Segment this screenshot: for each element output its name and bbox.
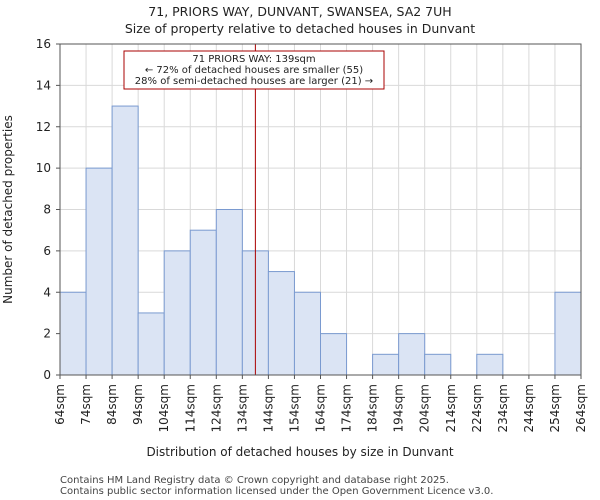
x-tick-label: 154sqm xyxy=(287,384,301,432)
histogram-bar xyxy=(476,353,504,376)
x-tick-label: 234sqm xyxy=(496,384,510,432)
histogram-bar xyxy=(137,312,165,376)
y-tick-label: 4 xyxy=(43,285,51,299)
x-tick-label: 144sqm xyxy=(261,384,275,432)
x-tick-label: 74sqm xyxy=(79,384,93,425)
histogram-bar xyxy=(293,291,322,376)
x-tick-label: 94sqm xyxy=(131,384,145,425)
histogram-bar xyxy=(59,291,87,376)
x-tick-label: 84sqm xyxy=(105,384,119,425)
x-tick-label: 164sqm xyxy=(314,384,328,432)
histogram-bar xyxy=(320,333,348,376)
chart-subtitle: Size of property relative to detached ho… xyxy=(125,21,475,36)
x-tick-label: 114sqm xyxy=(183,384,197,432)
annotation-line-2: ← 72% of detached houses are smaller (55… xyxy=(145,65,363,76)
x-tick-label: 264sqm xyxy=(574,384,588,432)
histogram-bar xyxy=(163,250,191,376)
footer-line-1: Contains HM Land Registry data © Crown c… xyxy=(60,475,449,486)
x-tick-label: 134sqm xyxy=(235,384,249,432)
histogram-bar xyxy=(267,271,295,376)
y-tick-label: 2 xyxy=(43,327,51,341)
x-tick-label: 104sqm xyxy=(157,384,171,432)
y-axis-ticks: 0 2 4 6 8 10 12 14 16 xyxy=(36,37,60,382)
x-tick-label: 174sqm xyxy=(340,384,354,432)
y-tick-label: 8 xyxy=(43,203,51,217)
x-tick-label: 204sqm xyxy=(418,384,432,432)
histogram-bar xyxy=(111,105,139,376)
annotation-line-3: 28% of semi-detached houses are larger (… xyxy=(135,76,373,87)
x-axis-ticks: 64sqm 74sqm 84sqm 94sqm 104sqm 114sqm 124sqm 13… xyxy=(53,375,588,432)
histogram-bar xyxy=(372,353,400,376)
x-tick-label: 244sqm xyxy=(522,384,536,432)
histogram-bar xyxy=(424,353,452,376)
plot-frame xyxy=(59,43,582,376)
x-tick-label: 214sqm xyxy=(444,384,458,432)
x-tick-label: 124sqm xyxy=(209,384,223,432)
y-tick-label: 10 xyxy=(36,161,51,175)
y-tick-label: 16 xyxy=(36,37,51,51)
x-tick-label: 184sqm xyxy=(366,384,380,432)
histogram-bar xyxy=(189,229,217,376)
y-tick-label: 12 xyxy=(36,120,51,134)
annotation-line-1: 71 PRIORS WAY: 139sqm xyxy=(192,54,315,65)
chart-title: 71, PRIORS WAY, DUNVANT, SWANSEA, SA2 7U… xyxy=(148,4,451,19)
y-tick-label: 14 xyxy=(36,78,51,92)
histogram-bar xyxy=(215,209,243,376)
x-tick-label: 64sqm xyxy=(53,384,67,425)
histogram-bar xyxy=(398,333,426,376)
histogram-bar xyxy=(554,291,582,376)
y-axis-label: Number of detached properties xyxy=(1,115,15,304)
x-tick-label: 254sqm xyxy=(548,384,562,432)
x-tick-label: 224sqm xyxy=(470,384,484,432)
y-tick-label: 6 xyxy=(43,244,51,258)
x-tick-label: 194sqm xyxy=(392,384,406,432)
x-axis-label: Distribution of detached houses by size … xyxy=(146,445,453,459)
y-tick-label: 0 xyxy=(43,368,51,382)
footer-line-2: Contains public sector information licen… xyxy=(60,486,493,497)
histogram-bar xyxy=(85,167,113,376)
annotation-box xyxy=(123,50,385,90)
